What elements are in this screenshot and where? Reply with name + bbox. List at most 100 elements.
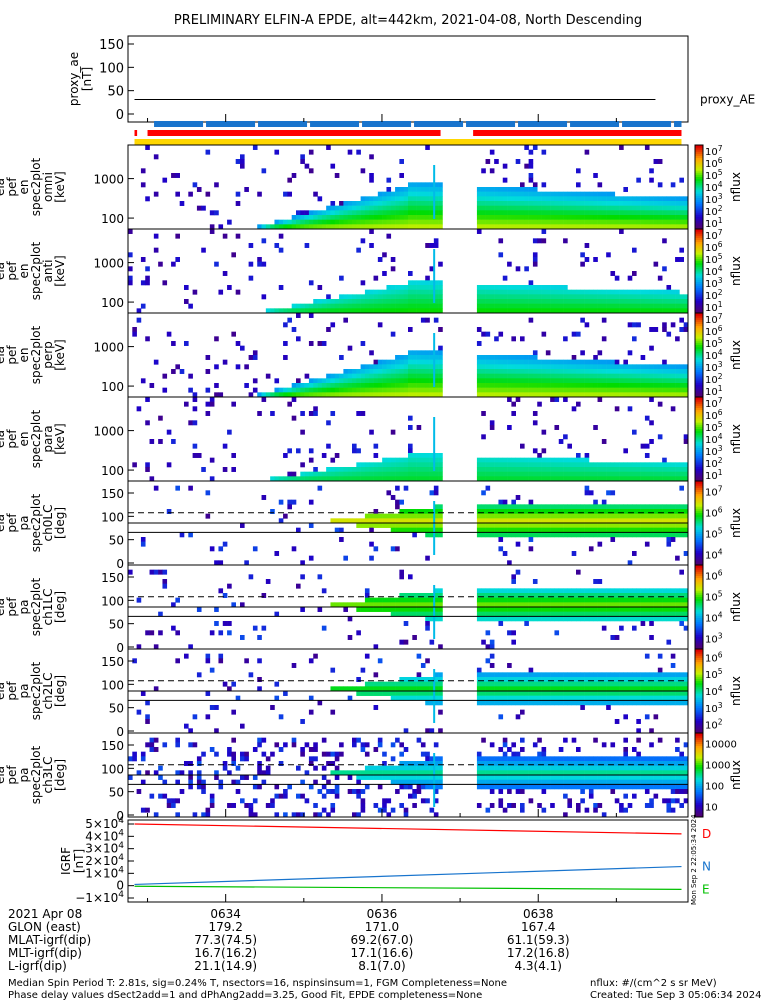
spectrogram-cell <box>283 192 288 197</box>
spectrogram-cell <box>408 514 413 519</box>
spectrogram-cell <box>641 388 646 393</box>
spectrogram-cell <box>602 378 607 383</box>
spectrogram-cell <box>292 327 297 332</box>
spectrogram-cell <box>374 523 379 528</box>
spectrogram-cell <box>598 364 603 369</box>
spectrogram-cell <box>318 472 323 477</box>
spectrogram-cell <box>330 668 335 673</box>
spectrogram-cell <box>438 290 443 295</box>
spectrogram-cell <box>395 738 400 743</box>
spectrogram-cell <box>632 378 637 383</box>
state-bar-blue-segment <box>570 121 619 127</box>
spectrogram-cell <box>623 682 628 687</box>
colorbar-tick-label: 103 <box>705 632 723 646</box>
spectrogram-cell <box>257 192 262 197</box>
spectrogram-cell <box>322 766 327 771</box>
spectrogram-cell <box>438 364 443 369</box>
spectrogram-cell <box>598 299 603 304</box>
spectrogram-cell <box>628 276 633 281</box>
spectrogram-cell <box>641 290 646 295</box>
spectrogram-cell <box>421 201 426 206</box>
spectrogram-cell <box>654 369 659 374</box>
spectrogram-cell <box>520 700 525 705</box>
spectrogram-cell <box>641 206 646 211</box>
spectrogram-cell <box>378 784 383 789</box>
spectrogram-cell <box>330 220 335 225</box>
spectrogram-cell <box>498 360 503 365</box>
spectrogram-cell <box>399 374 404 379</box>
spectrogram-cell <box>636 682 641 687</box>
spectrogram-cell <box>386 215 391 220</box>
spectrogram-cell <box>490 775 495 780</box>
spectrogram-cell <box>374 299 379 304</box>
spectrogram-cell <box>318 388 323 393</box>
spectrogram-cell <box>589 364 594 369</box>
spectrogram-cell <box>654 672 659 677</box>
spectrogram-cell <box>498 299 503 304</box>
spectrogram-cell <box>533 700 538 705</box>
spectrogram-cell <box>645 388 650 393</box>
spectrogram-cell <box>292 173 297 178</box>
spectrogram-cell <box>210 668 215 673</box>
spectrogram-cell <box>404 206 409 211</box>
spectrogram-cell <box>292 383 297 388</box>
spectrogram-gap-column <box>433 669 435 723</box>
spectrogram-cell <box>498 621 503 626</box>
spectrogram-cell <box>679 588 684 593</box>
spectrogram-cell <box>382 220 387 225</box>
spectrogram-cell <box>408 220 413 225</box>
spectrogram-cell <box>576 458 581 463</box>
spectrogram-cell <box>305 220 310 225</box>
spectrogram-cell <box>128 756 133 761</box>
spectrogram-cell <box>550 206 555 211</box>
spectrogram-cell <box>641 472 646 477</box>
spectrogram-cell <box>412 182 417 187</box>
spectrogram-cell <box>524 192 529 197</box>
spectrogram-cell <box>537 607 542 612</box>
spectrogram-cell <box>374 607 379 612</box>
spectrogram-cell <box>580 215 585 220</box>
spectrogram-cell <box>145 808 150 813</box>
spectrogram-cell <box>490 290 495 295</box>
spectrogram-cell <box>352 299 357 304</box>
spectrogram-cell <box>356 383 361 388</box>
spectrogram-cell <box>382 201 387 206</box>
spectrogram-cell <box>313 654 318 659</box>
spectrogram-cell <box>365 304 370 309</box>
spectrogram-cell <box>391 206 396 211</box>
spectrogram-cell <box>395 462 400 467</box>
spectrogram-cell <box>477 756 482 761</box>
spectrogram-cell <box>516 196 521 201</box>
spectrogram-cell <box>490 756 495 761</box>
spectrogram-cell <box>141 752 146 757</box>
spectrogram-cell <box>223 542 228 547</box>
spectrogram-cell <box>503 378 508 383</box>
spectrogram-cell <box>645 691 650 696</box>
spectrogram-cell <box>498 294 503 299</box>
spectrogram-cell <box>378 775 383 780</box>
spectrogram-cell <box>322 210 327 215</box>
spectrogram-cell <box>585 388 590 393</box>
spectrogram-cell <box>296 378 301 383</box>
spectrogram-cell <box>503 588 508 593</box>
spectrogram-cell <box>606 201 611 206</box>
spectrogram-cell <box>486 658 491 663</box>
spectrogram-cell <box>632 383 637 388</box>
spectrogram-cell <box>352 374 357 379</box>
spectrogram-cell <box>412 691 417 696</box>
spectrogram-cell <box>425 467 430 472</box>
spectrogram-cell <box>503 215 508 220</box>
spectrogram-cell <box>318 210 323 215</box>
spectrogram-cell <box>421 388 426 393</box>
spectrogram-cell <box>188 486 193 491</box>
spectrogram-cell <box>658 290 663 295</box>
spectrogram-cell <box>378 738 383 743</box>
spectrogram-cell <box>636 378 641 383</box>
spectrogram-cell <box>632 504 637 509</box>
spectrogram-cell <box>184 402 189 407</box>
spectrogram-cell <box>632 374 637 379</box>
spectrogram-cell <box>524 364 529 369</box>
spectrogram-cell <box>542 294 547 299</box>
spectrogram-cell <box>546 290 551 295</box>
spectrogram-cell <box>619 472 624 477</box>
